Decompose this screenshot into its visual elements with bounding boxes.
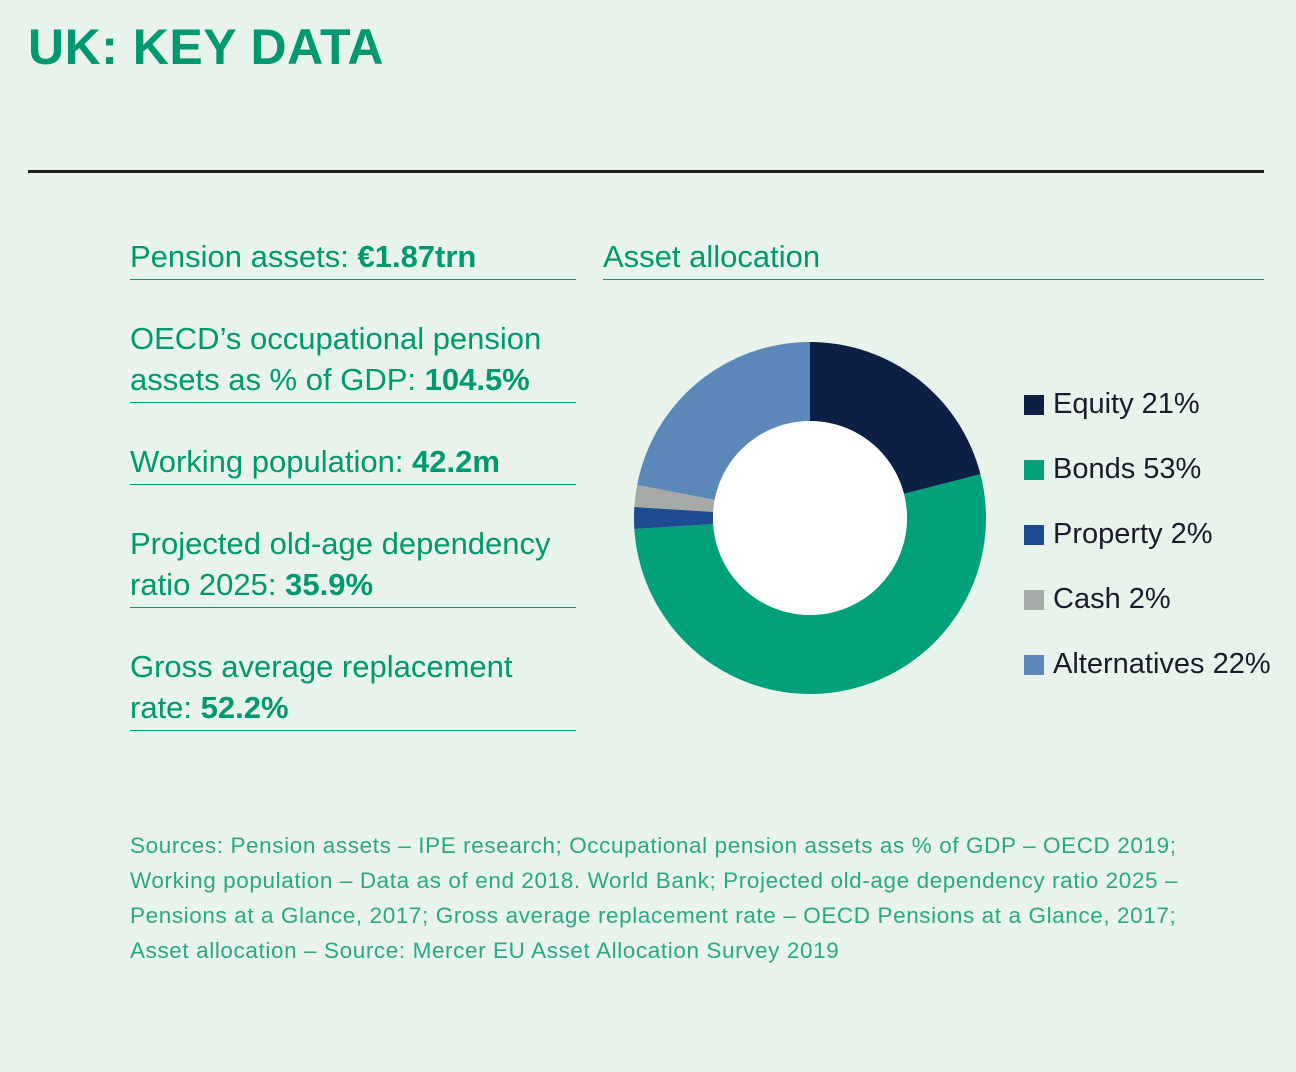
stat-pension-assets: Pension assets: €1.87trn <box>130 236 576 280</box>
legend-item-cash: Cash 2% <box>1024 567 1271 632</box>
legend-item-equity: Equity 21% <box>1024 372 1271 437</box>
legend-label: Bonds 53% <box>1053 453 1202 485</box>
donut-chart <box>634 342 986 694</box>
donut-slice-property <box>634 506 714 530</box>
legend-item-property: Property 2% <box>1024 502 1271 567</box>
stat-dependency-ratio: Projected old-age dependency ratio 2025:… <box>130 523 576 608</box>
legend-swatch <box>1024 524 1044 545</box>
stat-value: 42.2m <box>412 444 500 479</box>
donut-slice-alternatives <box>637 342 810 500</box>
stat-label: OECD’s occupational pension assets as % … <box>130 321 542 397</box>
donut-slice-equity <box>810 342 981 494</box>
sources-note: Sources: Pension assets – IPE research; … <box>130 833 1179 963</box>
legend-item-bonds: Bonds 53% <box>1024 437 1271 502</box>
stat-value: 35.9% <box>285 567 374 602</box>
legend-label: Alternatives 22% <box>1053 648 1271 680</box>
stat-label: Projected old-age dependency ratio 2025: <box>130 526 551 602</box>
stat-value: €1.87trn <box>357 239 477 274</box>
stat-value: 52.2% <box>200 690 289 725</box>
donut-slice-cash <box>634 485 715 512</box>
page-title: UK: KEY DATA <box>28 19 384 75</box>
legend-item-alternatives: Alternatives 22% <box>1024 632 1271 697</box>
stat-working-population: Working population: 42.2m <box>130 441 576 485</box>
chart-title: Asset allocation <box>603 236 1264 280</box>
chart-legend: Equity 21% Bonds 53% Property 2% Cash 2% Alt… <box>1024 372 1271 697</box>
donut-hole <box>713 421 907 615</box>
key-stats: Pension assets: €1.87trn OECD’s occupati… <box>130 236 576 731</box>
stat-replacement-rate: Gross average replacement rate: 52.2% <box>130 646 576 731</box>
donut-slice-bonds <box>634 474 986 694</box>
stat-occupational-assets-gdp: OECD’s occupational pension assets as % … <box>130 318 576 403</box>
legend-swatch <box>1024 459 1044 480</box>
legend-swatch <box>1024 394 1044 415</box>
stat-label: Working population: <box>130 444 413 479</box>
legend-label: Cash 2% <box>1053 583 1171 615</box>
legend-label: Equity 21% <box>1053 388 1200 420</box>
stat-label: Pension assets: <box>130 239 358 274</box>
legend-swatch <box>1024 589 1044 610</box>
stat-label: Gross average replacement rate: <box>130 649 513 725</box>
stat-value: 104.5% <box>424 362 530 397</box>
header-rule <box>28 170 1264 173</box>
legend-swatch <box>1024 654 1044 675</box>
legend-label: Property 2% <box>1053 518 1213 550</box>
